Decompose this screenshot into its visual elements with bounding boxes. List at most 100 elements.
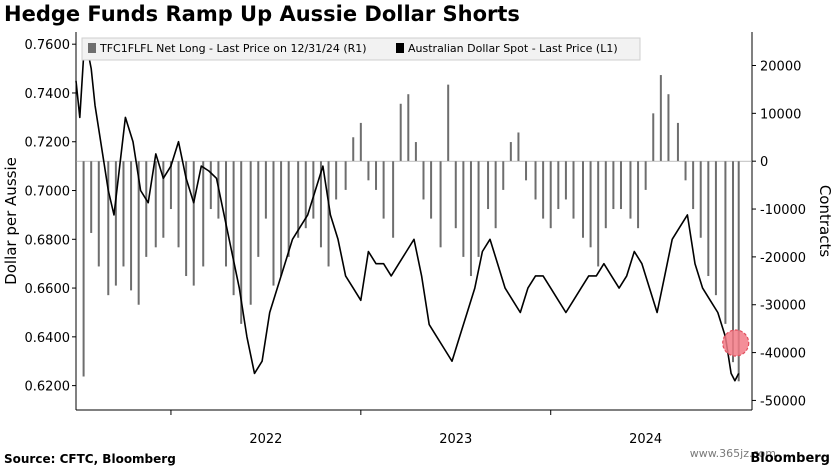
right-axis-title: Contracts	[816, 185, 834, 258]
bloomberg-logo: Bloomberg	[750, 451, 830, 466]
net-long-bar	[699, 161, 702, 238]
net-long-bar	[192, 161, 195, 286]
net-long-bar	[240, 161, 243, 324]
net-long-bar	[114, 161, 117, 286]
source-note: Source: CFTC, Bloomberg	[4, 452, 176, 466]
net-long-bar	[714, 161, 717, 296]
net-long-bar	[525, 161, 528, 181]
net-long-bar	[327, 161, 330, 267]
net-long-bar	[454, 161, 457, 229]
net-long-bar	[732, 161, 735, 363]
net-long-bar	[652, 113, 655, 162]
net-long-bar	[287, 161, 290, 257]
net-long-bar	[502, 161, 505, 190]
net-long-bar	[82, 161, 85, 377]
net-long-bar	[494, 161, 497, 229]
net-long-bar	[477, 161, 480, 257]
net-long-bar	[534, 161, 537, 200]
net-long-bar	[162, 161, 165, 238]
net-long-bar	[509, 142, 512, 162]
net-long-bar	[154, 161, 157, 248]
net-long-bar	[612, 161, 615, 210]
net-long-bar	[335, 161, 338, 200]
net-long-bar	[644, 161, 647, 190]
net-long-bar	[352, 137, 355, 162]
net-long-bar	[130, 161, 133, 291]
left-tick-label: 0.7600	[25, 38, 71, 53]
net-long-bar	[367, 161, 370, 181]
highlight-marker	[722, 329, 750, 357]
left-axis-title: Dollar per Aussie	[2, 157, 20, 285]
net-long-bar	[185, 161, 188, 277]
net-long-bar	[344, 161, 347, 190]
legend: TFC1FLFL Net Long - Last Price on 12/31/…	[81, 37, 641, 61]
net-long-bar	[280, 161, 283, 277]
legend-swatch-line	[396, 43, 404, 53]
net-long-bar	[407, 94, 410, 162]
net-long-bar	[399, 103, 402, 162]
net-long-bar	[542, 161, 545, 219]
net-long-bar	[414, 142, 417, 162]
net-long-bar	[439, 161, 442, 248]
net-long-bar	[604, 161, 607, 229]
net-long-bar	[232, 161, 235, 296]
net-long-bar	[572, 161, 575, 219]
net-long-bar	[137, 161, 140, 305]
net-long-bar	[249, 161, 252, 305]
left-tick-label: 0.6200	[25, 380, 71, 395]
net-long-bar	[392, 161, 395, 238]
net-long-bar	[737, 161, 740, 382]
left-tick-label: 0.7200	[25, 136, 71, 151]
aud-spot-line	[75, 48, 740, 382]
net-long-bar	[319, 161, 322, 248]
net-long-bar	[462, 161, 465, 257]
net-long-bar	[359, 122, 362, 162]
x-tick-label: 2024	[629, 432, 662, 447]
net-long-bar	[264, 161, 267, 219]
net-long-bar	[517, 132, 520, 162]
watermark: www.365jz.com	[689, 447, 776, 460]
net-long-bar	[177, 161, 180, 248]
chart-title: Hedge Funds Ramp Up Aussie Dollar Shorts	[4, 2, 520, 26]
net-long-bar	[304, 161, 307, 229]
net-long-bar	[582, 161, 584, 238]
net-long-bar	[487, 161, 490, 210]
right-tick-label: -30000	[760, 299, 806, 314]
legend-swatch-bars	[88, 43, 96, 53]
net-long-bar	[312, 161, 315, 219]
net-long-bar	[589, 161, 592, 248]
net-long-bar	[659, 75, 662, 162]
left-tick-label: 0.6800	[25, 233, 71, 248]
net-long-bar	[225, 161, 228, 267]
right-tick-label: -50000	[760, 394, 806, 409]
right-tick-label: 20000	[760, 59, 801, 74]
net-long-bar	[430, 161, 433, 219]
net-long-bar	[202, 161, 205, 267]
net-long-bar	[169, 161, 172, 210]
net-long-bar	[97, 161, 100, 267]
net-long-bar	[564, 161, 567, 200]
net-long-bar	[297, 161, 300, 238]
net-long-bar	[597, 161, 600, 267]
right-tick-label: -20000	[760, 251, 806, 266]
net-long-bar	[549, 161, 552, 229]
net-long-bar	[557, 161, 560, 210]
net-long-bar	[272, 161, 275, 286]
net-long-bar	[375, 161, 378, 190]
net-long-bar	[684, 161, 687, 181]
net-long-bar	[122, 161, 125, 267]
net-long-bar	[676, 122, 679, 162]
net-long-bar	[257, 161, 260, 257]
right-tick-label: -40000	[760, 347, 806, 362]
net-long-bar	[637, 161, 640, 229]
net-long-bar	[692, 161, 695, 210]
net-long-bar	[667, 94, 670, 162]
left-tick-label: 0.7400	[25, 87, 71, 102]
net-long-bar	[209, 161, 212, 210]
net-long-bar	[629, 161, 632, 219]
net-long-bar	[90, 161, 93, 233]
x-tick-label: 2022	[249, 432, 282, 447]
net-long-bar	[145, 161, 148, 257]
left-tick-label: 0.6400	[25, 331, 71, 346]
